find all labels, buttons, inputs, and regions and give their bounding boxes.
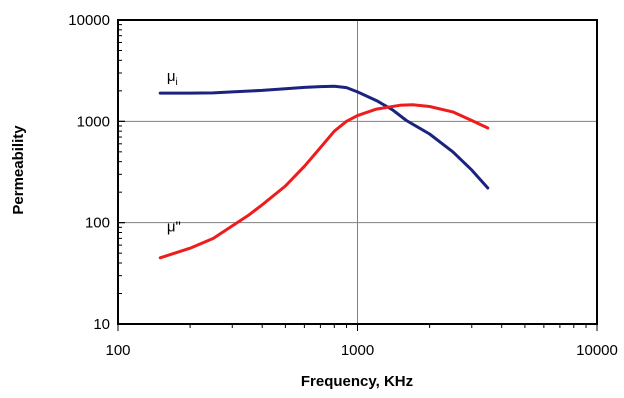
x-tick-label: 100 [105,342,130,359]
series-line-1 [158,103,490,260]
annotation-label: μ" [167,218,181,235]
annotation-label: μi [167,68,178,88]
tick-labels: 100 1000 10000 10 100 1000 10000 [68,12,618,359]
y-tick-label: 10000 [68,12,110,29]
x-axis-title: Frequency, KHz [301,373,413,390]
x-tick-label: 10000 [576,342,618,359]
series-layer [158,84,490,260]
y-tick-label: 1000 [77,113,110,130]
y-tick-label: 100 [85,215,110,232]
y-tick-label: 10 [93,316,110,333]
grid-lines [118,20,597,324]
y-axis-title: Permeability [10,125,27,215]
annotations: μi μ" [167,68,181,235]
annotation-subscript: i [176,77,178,88]
x-tick-label: 1000 [341,342,374,359]
axes [117,19,598,331]
series-line-0 [158,84,490,190]
